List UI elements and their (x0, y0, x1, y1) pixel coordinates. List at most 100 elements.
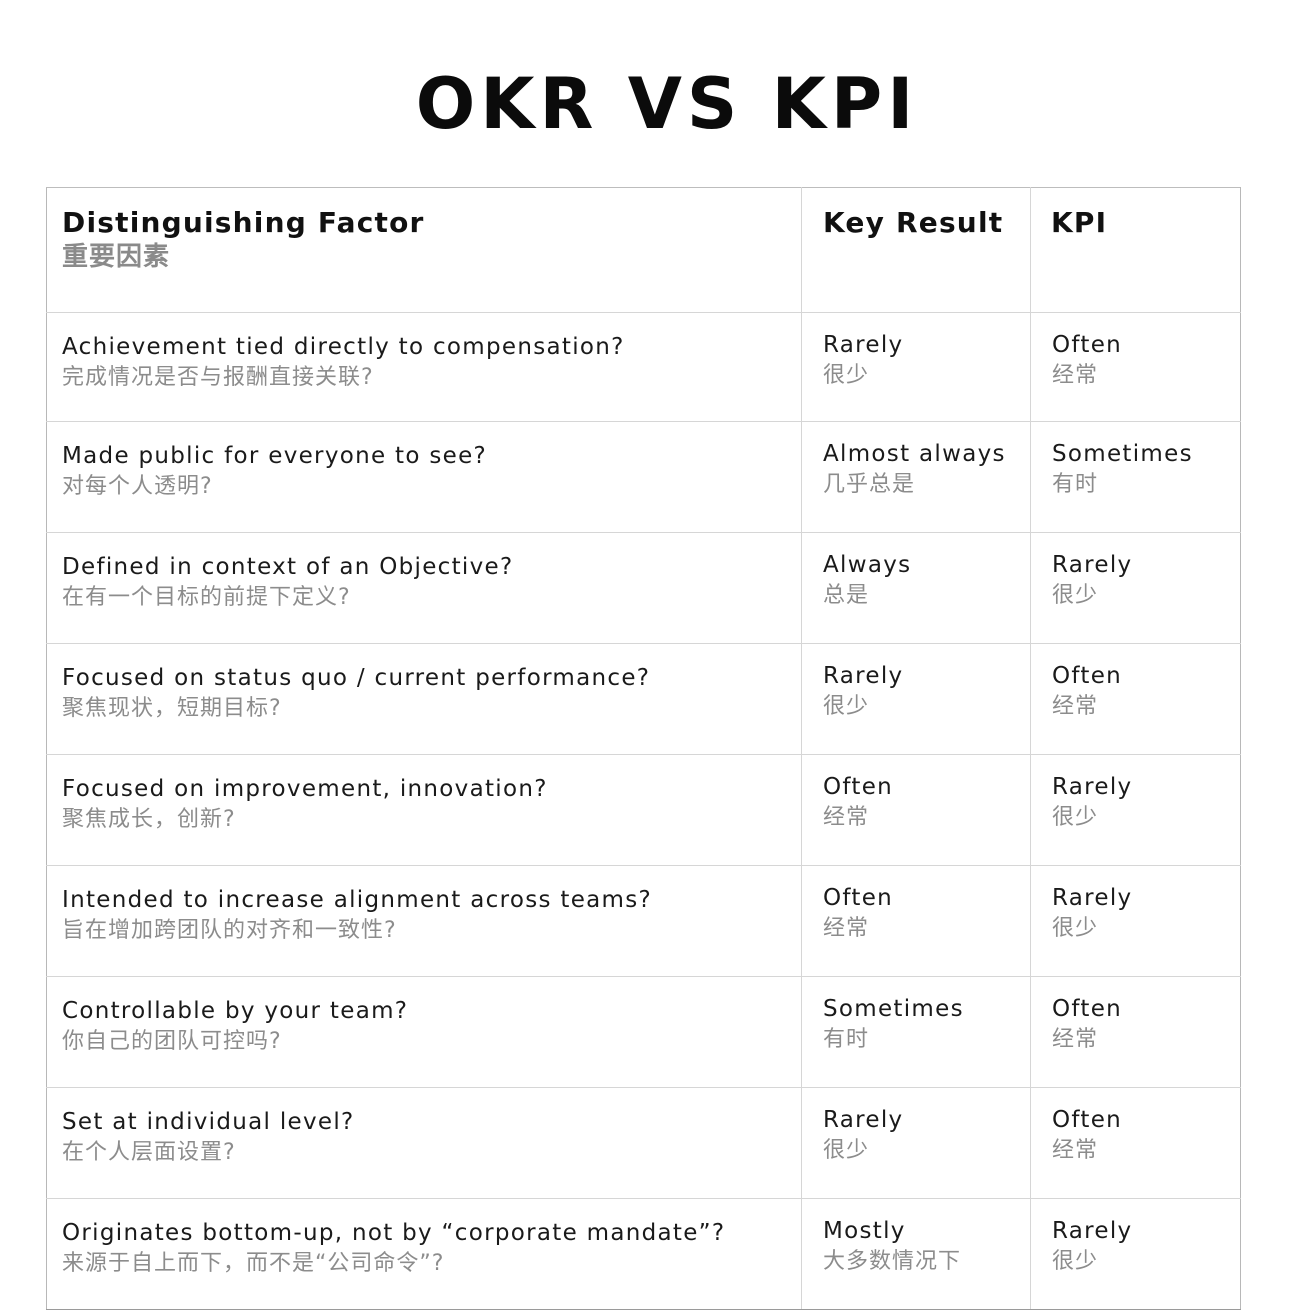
cell-key-result: Rarely 很少 (801, 643, 1031, 755)
table-body: Achievement tied directly to compensatio… (46, 312, 1241, 1310)
table-row: Made public for everyone to see? 对每个人透明? A… (46, 421, 1241, 533)
header-label: Distinguishing Factor (62, 206, 425, 239)
cell-kpi: Often 经常 (1030, 312, 1241, 422)
cell-kpi-cn: 很少 (1052, 805, 1099, 830)
cell-factor: Defined in context of an Objective? 在有一个目… (46, 532, 802, 644)
cell-factor-en: Originates bottom-up, not by “corporate … (62, 1220, 726, 1246)
cell-factor-cn: 来源于自上而下，而不是“公司命令”? (62, 1251, 445, 1276)
cell-key-result-en: Mostly (823, 1218, 906, 1244)
cell-key-result-cn: 大多数情况下 (823, 1249, 962, 1274)
cell-factor: Focused on improvement, innovation? 聚焦成长，… (46, 754, 802, 866)
cell-kpi-cn: 经常 (1052, 363, 1099, 388)
header-label: Key Result (823, 206, 1004, 239)
cell-kpi-cn: 很少 (1052, 583, 1099, 608)
cell-factor-en: Made public for everyone to see? (62, 443, 488, 469)
cell-factor: Intended to increase alignment across te… (46, 865, 802, 977)
cell-key-result: Always 总是 (801, 532, 1031, 644)
table-row: Set at individual level? 在个人层面设置? Rarely 很少… (46, 1087, 1241, 1199)
cell-key-result-en: Rarely (823, 332, 904, 358)
page-title: OKR VS KPI (415, 63, 919, 145)
cell-key-result-cn: 经常 (823, 805, 870, 830)
cell-key-result: Rarely 很少 (801, 312, 1031, 422)
cell-key-result: Almost always 几乎总是 (801, 421, 1031, 533)
cell-factor-en: Intended to increase alignment across te… (62, 887, 653, 913)
cell-factor: Set at individual level? 在个人层面设置? (46, 1087, 802, 1199)
cell-key-result-en: Often (823, 774, 894, 800)
cell-key-result: Rarely 很少 (801, 1087, 1031, 1199)
cell-kpi-cn: 经常 (1052, 694, 1099, 719)
cell-key-result: Sometimes 有时 (801, 976, 1031, 1088)
cell-kpi-en: Often (1052, 1107, 1123, 1133)
table-row: Achievement tied directly to compensatio… (46, 312, 1241, 422)
cell-factor: Controllable by your team? 你自己的团队可控吗? (46, 976, 802, 1088)
cell-factor-cn: 聚焦成长，创新? (62, 807, 236, 832)
cell-key-result-en: Almost always (823, 441, 1006, 467)
header-key-result: Key Result (801, 187, 1031, 313)
cell-key-result-cn: 很少 (823, 694, 870, 719)
cell-factor: Achievement tied directly to compensatio… (46, 312, 802, 422)
cell-factor-en: Achievement tied directly to compensatio… (62, 334, 625, 360)
cell-kpi: Often 经常 (1030, 1087, 1241, 1199)
table-row: Intended to increase alignment across te… (46, 865, 1241, 977)
cell-key-result: Often 经常 (801, 754, 1031, 866)
table-header-row: Distinguishing Factor 重要因素 Key Result KP… (46, 187, 1241, 313)
cell-kpi: Rarely 很少 (1030, 532, 1241, 644)
cell-factor-cn: 在有一个目标的前提下定义? (62, 585, 351, 610)
cell-key-result-en: Sometimes (823, 996, 964, 1022)
cell-kpi: Rarely 很少 (1030, 754, 1241, 866)
table-row: Controllable by your team? 你自己的团队可控吗? Some… (46, 976, 1241, 1088)
cell-factor: Made public for everyone to see? 对每个人透明? (46, 421, 802, 533)
cell-kpi: Rarely 很少 (1030, 865, 1241, 977)
header-label: KPI (1051, 206, 1108, 239)
header-kpi: KPI (1030, 187, 1241, 313)
cell-key-result: Often 经常 (801, 865, 1031, 977)
cell-key-result-cn: 很少 (823, 1138, 870, 1163)
cell-kpi: Rarely 很少 (1030, 1198, 1241, 1310)
cell-kpi-cn: 经常 (1052, 1138, 1099, 1163)
table-row: Focused on improvement, innovation? 聚焦成长，… (46, 754, 1241, 866)
cell-kpi-cn: 很少 (1052, 916, 1099, 941)
cell-kpi: Often 经常 (1030, 643, 1241, 755)
cell-key-result-cn: 很少 (823, 363, 870, 388)
cell-factor: Focused on status quo / current performa… (46, 643, 802, 755)
cell-factor-en: Defined in context of an Objective? (62, 554, 514, 580)
cell-factor-en: Controllable by your team? (62, 998, 409, 1024)
cell-key-result-en: Always (823, 552, 912, 578)
cell-kpi-en: Often (1052, 663, 1123, 689)
cell-factor-cn: 你自己的团队可控吗? (62, 1029, 282, 1054)
cell-kpi-cn: 很少 (1052, 1249, 1099, 1274)
cell-factor-en: Focused on improvement, innovation? (62, 776, 548, 802)
cell-key-result: Mostly 大多数情况下 (801, 1198, 1031, 1310)
cell-factor: Originates bottom-up, not by “corporate … (46, 1198, 802, 1310)
table-row: Defined in context of an Objective? 在有一个目… (46, 532, 1241, 644)
cell-kpi-en: Rarely (1052, 885, 1133, 911)
comparison-table: Distinguishing Factor 重要因素 Key Result KP… (46, 187, 1241, 1310)
cell-factor-cn: 完成情况是否与报酬直接关联? (62, 365, 374, 390)
cell-key-result-cn: 总是 (823, 583, 870, 608)
header-distinguishing-factor: Distinguishing Factor 重要因素 (46, 187, 802, 313)
cell-key-result-en: Rarely (823, 663, 904, 689)
cell-kpi-en: Rarely (1052, 1218, 1133, 1244)
cell-kpi-en: Rarely (1052, 774, 1133, 800)
cell-kpi-cn: 经常 (1052, 1027, 1099, 1052)
cell-kpi-en: Sometimes (1052, 441, 1193, 467)
cell-kpi-en: Often (1052, 332, 1123, 358)
cell-key-result-cn: 几乎总是 (823, 472, 916, 497)
table-row: Originates bottom-up, not by “corporate … (46, 1198, 1241, 1310)
cell-factor-cn: 聚焦现状，短期目标? (62, 696, 282, 721)
cell-kpi: Sometimes 有时 (1030, 421, 1241, 533)
cell-factor-cn: 旨在增加跨团队的对齐和一致性? (62, 918, 397, 943)
cell-key-result-en: Often (823, 885, 894, 911)
cell-factor-en: Focused on status quo / current performa… (62, 665, 651, 691)
cell-kpi-cn: 有时 (1052, 472, 1099, 497)
cell-factor-en: Set at individual level? (62, 1109, 355, 1135)
cell-key-result-en: Rarely (823, 1107, 904, 1133)
header-label-cn: 重要因素 (62, 242, 171, 272)
cell-kpi: Often 经常 (1030, 976, 1241, 1088)
cell-kpi-en: Often (1052, 996, 1123, 1022)
cell-factor-cn: 在个人层面设置? (62, 1140, 236, 1165)
cell-key-result-cn: 经常 (823, 916, 870, 941)
cell-key-result-cn: 有时 (823, 1027, 870, 1052)
cell-kpi-en: Rarely (1052, 552, 1133, 578)
cell-factor-cn: 对每个人透明? (62, 474, 213, 499)
